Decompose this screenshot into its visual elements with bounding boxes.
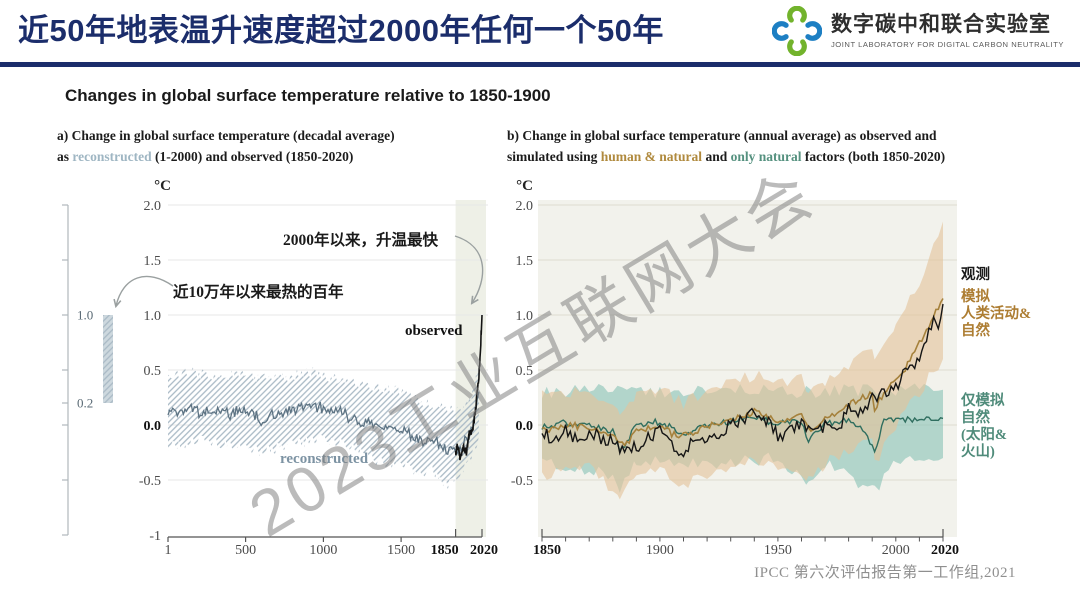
chart-b: 1850 1900 1950 2000 2020 2.0 1.5 1.0 0.5 0.0 -0.5 °… bbox=[511, 178, 1031, 558]
svg-text:0.0: 0.0 bbox=[144, 419, 162, 434]
legend-item-1: 模拟 bbox=[961, 287, 990, 305]
logo-name-en: JOINT LABORATORY FOR DIGITAL CARBON NEUT… bbox=[830, 39, 1064, 49]
legend-item-0: 观测 bbox=[961, 265, 990, 283]
chart-a: 1.00.21 500 1000 1500 1850 20202.01.51.00.50.… bbox=[62, 178, 498, 558]
svg-text:-0.5: -0.5 bbox=[139, 474, 161, 489]
observed-line bbox=[454, 314, 483, 461]
observed-line bbox=[541, 303, 944, 458]
arrow-to-bar bbox=[116, 275, 174, 306]
human-and-natural-line bbox=[541, 298, 944, 447]
svg-text:2020: 2020 bbox=[470, 543, 498, 558]
svg-text:1900: 1900 bbox=[646, 543, 674, 558]
legend-item-4: 仅模拟 bbox=[960, 391, 1005, 409]
svg-text:2000: 2000 bbox=[882, 543, 910, 558]
panel-a-subtitle: a) Change in global surface temperature … bbox=[57, 128, 395, 164]
legend-item-5: 自然 bbox=[961, 408, 990, 426]
page-title: 近50年地表温升速度超过2000年任何一个50年 bbox=[18, 13, 664, 48]
x-axis: 1850 1900 1950 2000 2020 bbox=[533, 529, 959, 558]
svg-text:2020: 2020 bbox=[931, 543, 959, 558]
legend-item-3: 自然 bbox=[961, 321, 990, 339]
header-divider bbox=[0, 62, 1080, 67]
svg-text:1.0: 1.0 bbox=[77, 308, 93, 323]
logo: 数字碳中和联合实验室 JOINT LABORATORY FOR DIGITAL … bbox=[771, 6, 1064, 56]
recent-period-highlight bbox=[455, 200, 486, 537]
svg-text:1.5: 1.5 bbox=[144, 254, 162, 269]
legend-item-2: 人类活动& bbox=[961, 304, 1031, 322]
reconstructed-line bbox=[167, 391, 480, 456]
annotation-0: 2000年以来，升温最快 bbox=[283, 230, 439, 249]
mini-axis: 1.0 0.2 bbox=[62, 204, 113, 536]
legend-item-7: 火山) bbox=[961, 443, 995, 460]
svg-text:2.0: 2.0 bbox=[516, 199, 534, 214]
svg-text:1950: 1950 bbox=[764, 543, 792, 558]
x-axis: 1 500 1000 1500 1850 2020 bbox=[165, 529, 498, 558]
annotation-1: 近10万年以来最热的百年 bbox=[173, 282, 344, 301]
svg-text:-1: -1 bbox=[149, 529, 161, 544]
observed-label: observed bbox=[405, 323, 463, 339]
logo-text: 数字碳中和联合实验室 JOINT LABORATORY FOR DIGITAL … bbox=[831, 13, 1064, 48]
panel-b-subtitle: b) Change in global surface temperature … bbox=[507, 128, 946, 164]
logo-name-cn: 数字碳中和联合实验室 bbox=[830, 13, 1051, 37]
svg-text:1: 1 bbox=[165, 543, 172, 558]
svg-text:0.5: 0.5 bbox=[144, 364, 162, 379]
arrow-to-spike bbox=[454, 235, 484, 303]
svg-text:1850: 1850 bbox=[431, 543, 459, 558]
svg-text:0.0: 0.0 bbox=[516, 419, 534, 434]
citation: IPCC 第六次评估报告第一工作组,2021 bbox=[754, 565, 1016, 581]
reconstructed-band bbox=[168, 364, 479, 492]
svg-text:1.0: 1.0 bbox=[516, 309, 534, 324]
svg-text:500: 500 bbox=[235, 543, 256, 558]
svg-text:0.5: 0.5 bbox=[516, 364, 534, 379]
svg-text:2.0: 2.0 bbox=[144, 199, 162, 214]
svg-text:1500: 1500 bbox=[387, 543, 415, 558]
svg-text:1.5: 1.5 bbox=[516, 254, 534, 269]
reconstructed-label: reconstructed bbox=[280, 451, 369, 467]
svg-text:1.0: 1.0 bbox=[144, 309, 162, 324]
unit-label-a: °C bbox=[154, 178, 171, 194]
figure-title: Changes in global surface temperature re… bbox=[65, 86, 551, 105]
logo-pinwheel-icon bbox=[771, 6, 822, 56]
svg-text:-0.5: -0.5 bbox=[511, 474, 533, 489]
svg-text:0.2: 0.2 bbox=[77, 396, 93, 411]
svg-text:1850: 1850 bbox=[533, 543, 561, 558]
svg-text:1000: 1000 bbox=[309, 543, 337, 558]
unit-label-b: °C bbox=[516, 178, 533, 194]
legend-item-6: (太阳& bbox=[961, 425, 1007, 443]
